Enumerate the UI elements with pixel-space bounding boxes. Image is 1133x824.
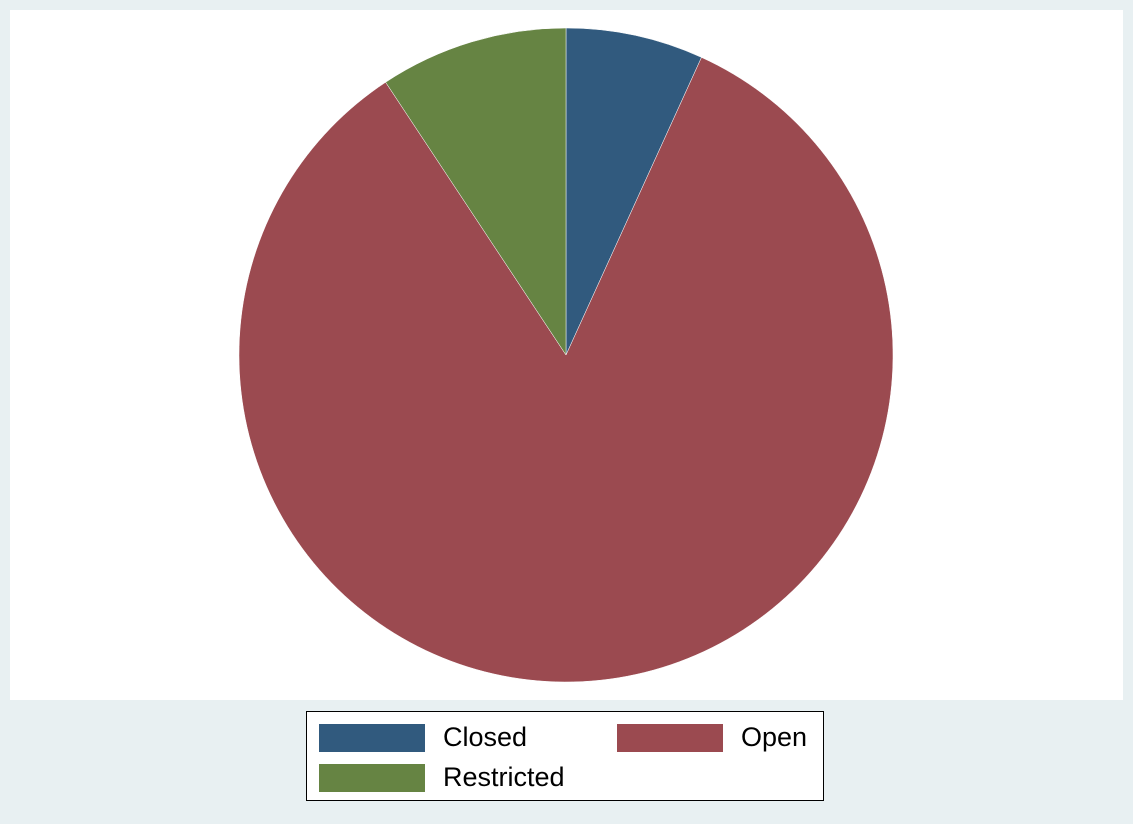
pie-slice-closed — [565, 27, 702, 356]
legend-swatch-closed — [319, 723, 425, 752]
legend-item-open: Open — [617, 722, 807, 753]
legend-swatch-restricted — [319, 763, 425, 792]
legend-item-closed: Closed — [319, 722, 527, 753]
legend-label-restricted: Restricted — [443, 762, 565, 792]
legend-label-closed: Closed — [443, 722, 528, 752]
legend-item-restricted: Restricted — [319, 762, 565, 793]
pie-slice-open — [238, 57, 894, 683]
legend-swatch-open — [617, 723, 723, 752]
legend: Closed Open Restricted — [306, 711, 824, 801]
legend-label-open: Open — [741, 722, 808, 752]
pie-slice-restricted — [385, 27, 567, 356]
